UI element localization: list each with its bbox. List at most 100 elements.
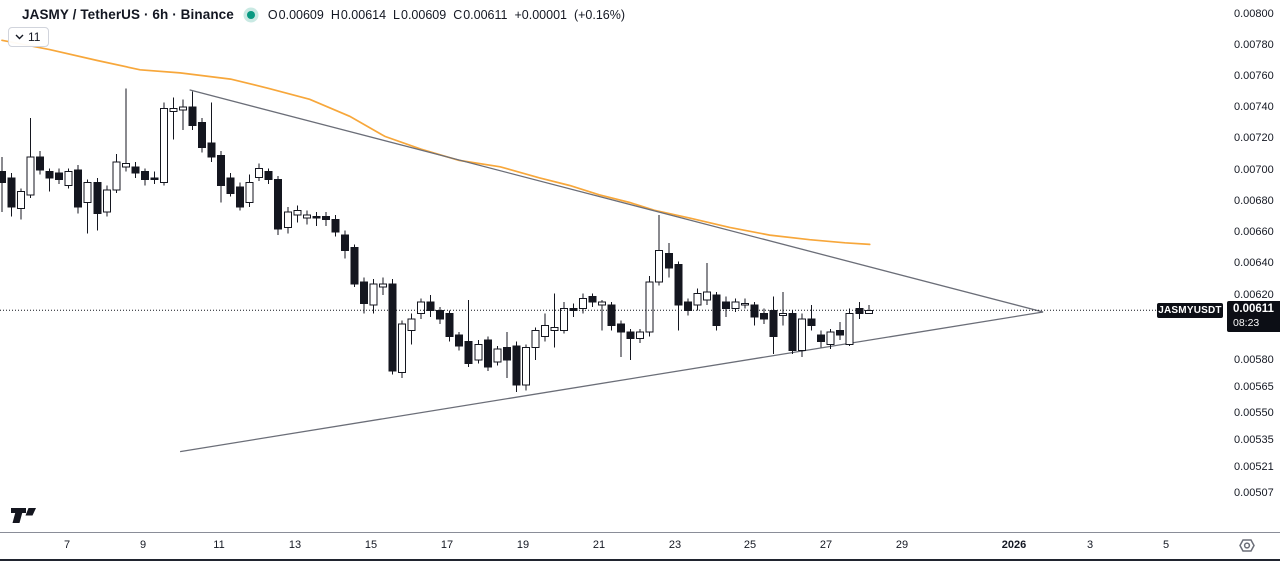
candle xyxy=(398,320,407,378)
price-tick-label: 0.00565 xyxy=(1234,381,1274,393)
candle xyxy=(826,329,835,350)
current-price-value: 0.00611 xyxy=(1233,303,1274,316)
time-tick-label: 27 xyxy=(819,539,833,551)
candle xyxy=(283,207,292,234)
candle xyxy=(779,291,788,326)
price-tick-label: 0.00550 xyxy=(1234,407,1274,419)
indicators-count: 11 xyxy=(28,30,41,44)
bar-countdown: 08:23 xyxy=(1233,317,1260,330)
candle xyxy=(531,327,540,360)
candle xyxy=(379,277,387,295)
open-label: O xyxy=(267,7,278,22)
low-value: 0.00609 xyxy=(401,7,447,22)
candle xyxy=(207,102,216,162)
time-tick-label: 21 xyxy=(592,539,606,551)
candle xyxy=(769,296,778,354)
candle xyxy=(217,150,226,203)
candle xyxy=(359,277,368,314)
indicators-collapsed-button[interactable]: 11 xyxy=(8,27,50,47)
candle xyxy=(760,308,768,324)
window-bottom-border xyxy=(0,559,1280,561)
candle xyxy=(598,300,607,331)
candle xyxy=(102,185,111,217)
candle xyxy=(131,162,140,178)
time-tick-label: 9 xyxy=(139,539,147,551)
time-axis[interactable]: 7 9 11 13 15 17 19 21 23 25 27 29 2026 3 5 xyxy=(0,532,1280,560)
candle xyxy=(712,291,721,331)
candle xyxy=(188,91,197,131)
candle xyxy=(550,293,559,348)
candle xyxy=(721,296,730,318)
change-value: +0.00001 xyxy=(514,7,567,22)
candle xyxy=(455,332,464,351)
time-tick-label: 23 xyxy=(668,539,682,551)
price-tick-label: 0.00720 xyxy=(1234,132,1274,144)
candle xyxy=(26,117,35,198)
candle xyxy=(64,168,73,189)
candle xyxy=(169,97,178,140)
candle xyxy=(179,99,187,131)
price-tick-label: 0.00700 xyxy=(1234,164,1274,176)
triangle-lower[interactable] xyxy=(179,311,1044,453)
candle xyxy=(36,150,45,175)
candle xyxy=(264,168,273,184)
candle xyxy=(636,329,645,343)
chevron-down-icon xyxy=(15,34,24,40)
candle xyxy=(674,261,683,331)
close-label: C xyxy=(453,7,463,22)
time-tick-label: 11 xyxy=(213,539,225,551)
candle xyxy=(464,300,473,368)
candle xyxy=(664,242,673,278)
candle xyxy=(150,171,159,184)
candle xyxy=(512,341,521,393)
current-price-badge: 0.00611 08:23 xyxy=(1227,301,1280,333)
candle xyxy=(683,298,692,316)
symbol-price-line-label: JASMYUSDT xyxy=(1157,302,1223,318)
candle xyxy=(331,214,340,237)
candle xyxy=(245,174,254,208)
candle xyxy=(83,179,92,234)
price-axis[interactable]: 0.00800 0.00780 0.00760 0.00740 0.00720 0.007… xyxy=(1228,0,1280,532)
candle xyxy=(140,168,149,186)
candle xyxy=(236,182,245,211)
price-tick-label: 0.00660 xyxy=(1234,226,1274,238)
candle xyxy=(483,336,492,371)
candle xyxy=(45,168,54,192)
price-chart-canvas[interactable] xyxy=(0,0,1228,532)
candle xyxy=(274,176,283,236)
chart-header: JASMY / TetherUS · 6h · Binance O 0.00609… xyxy=(22,7,625,22)
time-tick-label: 5 xyxy=(1162,539,1170,551)
candle xyxy=(7,173,16,217)
candle xyxy=(626,329,635,360)
axis-settings-gear-icon[interactable] xyxy=(1237,536,1257,561)
tradingview-logo-icon xyxy=(11,508,36,523)
high-value: 0.00614 xyxy=(340,7,387,22)
candle xyxy=(788,310,797,354)
candle xyxy=(579,293,587,314)
price-tick-label: 0.00740 xyxy=(1234,101,1274,113)
ma-line xyxy=(1,39,871,246)
time-tick-label: 15 xyxy=(364,539,378,551)
candle xyxy=(741,298,749,309)
candle xyxy=(198,117,206,153)
candle xyxy=(817,330,826,348)
time-tick-label: 13 xyxy=(288,539,302,551)
candle xyxy=(112,154,121,194)
time-tick-label: 7 xyxy=(63,539,71,551)
candle xyxy=(17,188,26,220)
candle xyxy=(645,275,654,337)
candle xyxy=(445,310,454,342)
candle xyxy=(93,177,102,231)
tradingview-logo[interactable] xyxy=(9,503,45,532)
triangle-upper[interactable] xyxy=(189,89,1044,313)
market-open-dot-icon[interactable] xyxy=(246,10,255,19)
price-tick-label: 0.00680 xyxy=(1234,195,1274,207)
symbol-title[interactable]: JASMY / TetherUS · 6h · Binance xyxy=(22,7,234,22)
candle xyxy=(417,298,426,319)
candle xyxy=(369,279,378,314)
close-value: 0.00611 xyxy=(463,7,508,22)
candle xyxy=(864,305,873,315)
candle xyxy=(74,165,83,214)
price-tick-label: 0.00640 xyxy=(1234,257,1274,269)
